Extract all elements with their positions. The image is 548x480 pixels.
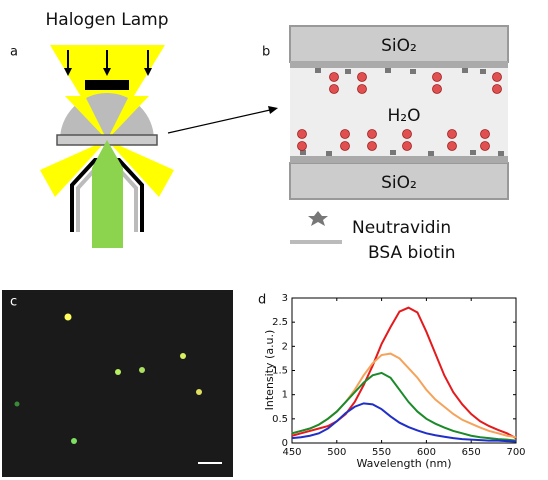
panel-label: d [258,293,266,308]
x-axis-label: Wavelength (nm) [356,457,451,470]
x-tick-label: 600 [417,447,436,458]
y-tick-label: 0.5 [272,414,288,425]
spectrum-line [291,371,517,442]
y-tick-label: 1.5 [272,366,288,377]
microscope-image [2,290,233,477]
x-tick-label: 650 [462,447,481,458]
x-tick-label: 700 [506,447,525,458]
spectrum-line [291,306,517,440]
y-axis-label: Intensity (a.u.) [263,330,276,411]
panel-label: c [10,295,17,310]
medium-label: H₂O [388,106,421,126]
spectrum-line [291,402,517,443]
panel-label: a [10,45,18,60]
x-tick-label: 450 [282,447,301,458]
y-tick-label: 2 [282,341,288,352]
layer-label: SiO₂ [381,36,417,56]
y-tick-label: 3 [282,293,288,304]
y-tick-label: 2.5 [272,317,288,328]
x-tick-label: 550 [372,447,391,458]
legend-label: Neutravidin [352,218,451,238]
panel-label: b [262,45,270,60]
y-tick-label: 1 [282,390,288,401]
lamp-title: Halogen Lamp [46,10,169,30]
layer-label: SiO₂ [381,173,417,193]
x-tick-label: 500 [327,447,346,458]
legend-label: BSA biotin [368,243,456,263]
y-tick-label: 0 [282,438,288,449]
cell-diagram [289,25,509,244]
lamp-diagram [40,45,278,248]
